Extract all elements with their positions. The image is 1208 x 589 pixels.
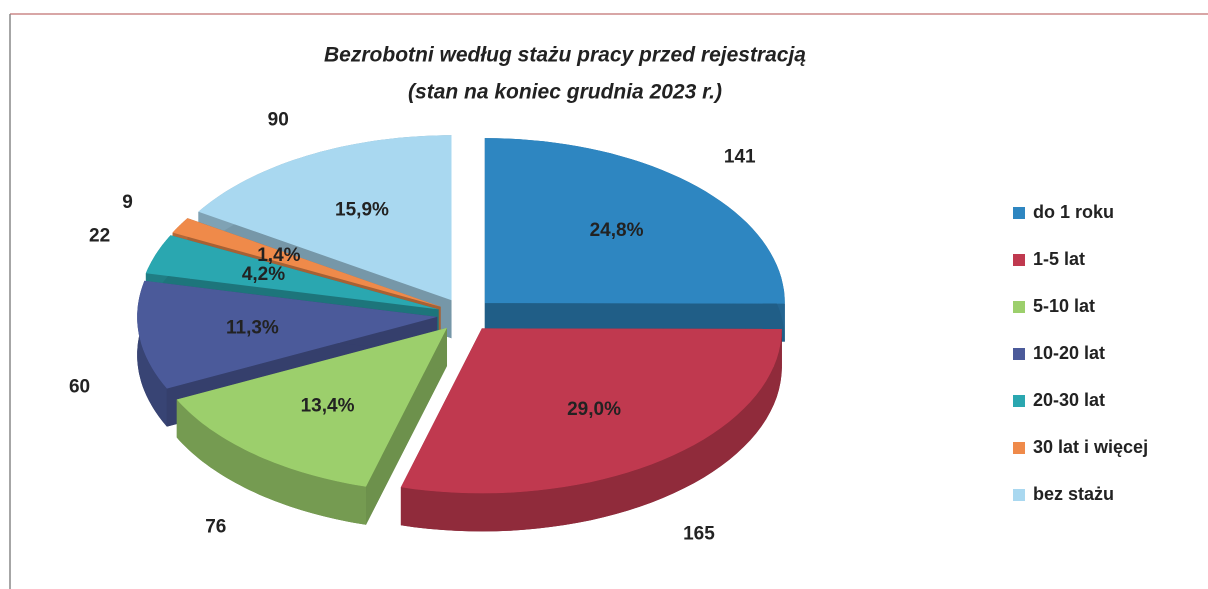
slice-top xyxy=(145,235,439,310)
value-label: 60 xyxy=(69,377,90,398)
slice-top xyxy=(176,327,448,487)
slice-top xyxy=(400,328,782,494)
chart-title: Bezrobotni według stażu pracy przed reje… xyxy=(324,44,806,67)
value-label: 22 xyxy=(89,226,110,247)
percent-label: 24,8% xyxy=(590,220,644,241)
percent-label: 29,0% xyxy=(567,399,621,420)
legend-swatch xyxy=(1013,489,1025,501)
legend-label: 30 lat i więcej xyxy=(1033,437,1148,457)
slice-wall xyxy=(137,280,167,427)
slice-top xyxy=(137,280,438,389)
percent-label: 15,9% xyxy=(335,200,389,221)
slice-top xyxy=(198,135,452,301)
legend-swatch xyxy=(1013,348,1025,360)
legend-label: do 1 roku xyxy=(1033,202,1114,222)
value-label: 90 xyxy=(268,110,289,131)
legend-swatch xyxy=(1013,207,1025,219)
legend-swatch xyxy=(1013,395,1025,407)
legend-label: bez stażu xyxy=(1033,484,1114,504)
slice-top xyxy=(172,218,441,307)
value-label: 165 xyxy=(683,523,715,544)
slice-wall xyxy=(400,328,782,532)
percent-label: 13,4% xyxy=(301,395,355,416)
legend-swatch xyxy=(1013,254,1025,266)
percent-label: 1,4% xyxy=(257,245,300,266)
legend-label: 20-30 lat xyxy=(1033,390,1105,410)
slice xyxy=(400,328,782,532)
slice-top xyxy=(484,138,785,304)
slice xyxy=(176,327,448,525)
legend-label: 5-10 lat xyxy=(1033,296,1095,316)
legend-label: 10-20 lat xyxy=(1033,343,1105,363)
slice-wall xyxy=(176,399,366,525)
legend-label: 1-5 lat xyxy=(1033,249,1085,269)
slice-side xyxy=(366,327,448,525)
legend-swatch xyxy=(1013,301,1025,313)
value-label: 141 xyxy=(724,146,756,167)
percent-label: 11,3% xyxy=(226,318,279,339)
value-label: 76 xyxy=(205,517,226,538)
legend-swatch xyxy=(1013,442,1025,454)
chart-subtitle: (stan na koniec grudnia 2023 r.) xyxy=(408,81,722,104)
value-label: 9 xyxy=(122,192,133,213)
percent-label: 4,2% xyxy=(242,264,285,285)
